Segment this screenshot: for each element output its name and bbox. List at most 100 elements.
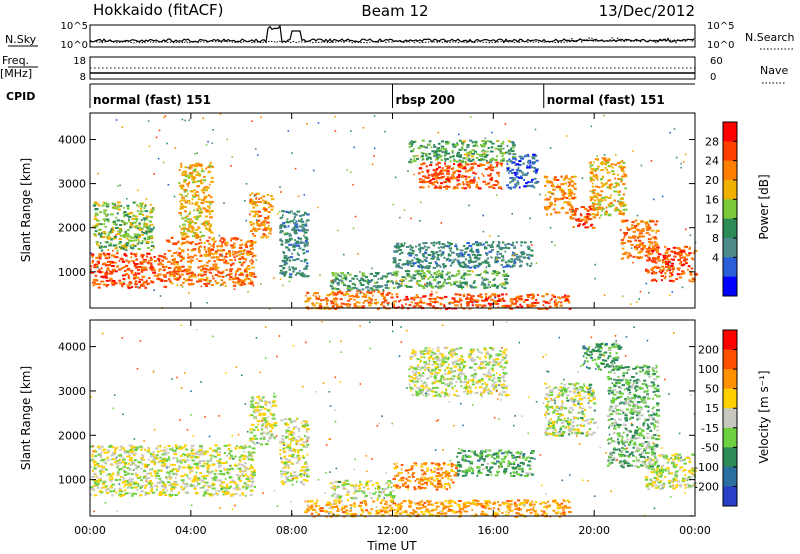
scatter-region: [455, 449, 535, 477]
scatter-region: [329, 479, 396, 500]
scatter-region: [606, 364, 661, 469]
colorbar-tick-label: -100: [694, 461, 719, 474]
power-panel-frame: [89, 112, 696, 309]
nsearch-label: N.Search: [745, 31, 795, 44]
x-tick-label: 08:00: [276, 524, 308, 537]
colorbar-tick-label: 200: [698, 344, 719, 357]
colorbar-tick-label: 4: [712, 251, 719, 264]
scatter-noise: [90, 321, 696, 518]
colorbar-swatch: [723, 349, 737, 370]
y-tick-label: 1000: [58, 474, 86, 487]
velocity-colorbar-label: Velocity [m s⁻¹]: [757, 370, 771, 463]
y-tick-label: 4000: [58, 341, 86, 354]
x-tick-label: 00:00: [679, 524, 711, 537]
nsky-tick-high: 10^5: [61, 21, 88, 32]
y-tick-label: 1000: [58, 266, 86, 279]
colorbar-swatch: [723, 199, 737, 220]
colorbar-tick-label: 12: [705, 213, 719, 226]
station-title: Hokkaido (fitACF): [93, 1, 224, 19]
power-heatmap: [90, 113, 698, 310]
date-title: 13/Dec/2012: [599, 2, 695, 20]
colorbar-swatch: [723, 276, 737, 297]
scatter-region: [329, 271, 395, 292]
cpid-segment-label: normal (fast) 151: [547, 93, 665, 107]
axes: 4000 3000 2000 1000 4000 3000 2000 1000 00:00 04:…: [58, 113, 711, 537]
colorbar-swatch: [723, 447, 737, 468]
freq-units: [MHz]: [0, 67, 32, 80]
colorbar-tick-label: 28: [705, 135, 719, 148]
colorbar-swatch: [723, 466, 737, 487]
colorbar-tick-label: 8: [712, 232, 719, 245]
scatter-region: [279, 417, 310, 486]
y-tick-label: 2000: [58, 429, 86, 442]
scatter-region: [644, 453, 697, 491]
colorbar-tick-label: 24: [705, 155, 719, 168]
y-axis-label-power: Slant Range [km]: [19, 158, 33, 262]
cpid-bar: normal (fast) 151 rbsp 200 normal (fast) 1…: [89, 83, 695, 108]
scatter-region: [165, 236, 257, 287]
colorbar-tick-label: 15: [705, 402, 719, 415]
colorbar-swatch: [723, 180, 737, 200]
scatter-region: [90, 444, 257, 498]
y-tick-label: 4000: [58, 133, 86, 146]
nsearch-tick-low: 10^0: [707, 40, 734, 51]
colorbar-swatch: [723, 218, 737, 239]
y-tick-label: 2000: [58, 222, 86, 235]
nsearch-trace: [89, 36, 695, 44]
freq-tick-low: 8: [80, 72, 86, 83]
y-tick-label: 3000: [58, 385, 86, 398]
colorbar-tick-label: 16: [705, 193, 719, 206]
colorbar-frame: [722, 329, 738, 507]
velocity-heatmap: [90, 321, 697, 518]
scatter-region: [408, 346, 510, 398]
x-tick-label: 20:00: [578, 524, 610, 537]
scatter-region: [543, 382, 597, 437]
scatter-noise: [90, 113, 697, 310]
y-axis-label-velocity: Slant Range [km]: [19, 366, 33, 470]
colorbar-swatch: [723, 160, 737, 181]
beam-title: Beam 12: [361, 2, 428, 20]
scatter-region: [408, 139, 517, 164]
scatter-region: [392, 241, 534, 270]
scatter-region: [393, 293, 572, 310]
x-tick-label: 16:00: [477, 524, 509, 537]
nsky-label: N.Sky: [5, 33, 37, 46]
colorbar-swatch: [723, 122, 737, 142]
colorbar-tick-label: 50: [705, 383, 719, 396]
nave-tick-low: 0: [710, 72, 716, 83]
colorbar-tick-label: -15: [701, 422, 719, 435]
colorbar-swatch: [723, 408, 737, 429]
scatter-region: [392, 269, 510, 290]
scatter-region: [249, 395, 278, 446]
y-tick-label: 3000: [58, 178, 86, 191]
freq-tick-high: 18: [73, 56, 86, 67]
colorbar-tick-label: 20: [705, 174, 719, 187]
colorbar-swatch: [723, 141, 737, 162]
cpid-segment-label: normal (fast) 151: [93, 93, 211, 107]
scatter-region: [90, 252, 168, 289]
nsky-trace: [89, 24, 695, 44]
x-tick-label: 12:00: [377, 524, 409, 537]
scatter-region: [418, 161, 503, 190]
colorbar-frame: [722, 121, 738, 297]
velocity-colorbar: 200 100 50 15 -15 -50 -100 -200: [694, 329, 738, 507]
scatter-region: [178, 161, 214, 239]
freq-label: Freq.: [2, 54, 29, 67]
scatter-region: [619, 219, 660, 260]
colorbar-swatch: [723, 330, 737, 351]
scatter-region: [543, 175, 577, 217]
x-axis-label: Time UT: [366, 539, 417, 553]
scatter-region: [506, 152, 540, 190]
colorbar-tick-label: -200: [694, 480, 719, 493]
scatter-region: [92, 201, 155, 252]
colorbar-swatch: [723, 257, 737, 278]
scatter-region: [249, 192, 275, 239]
nave-label: Nave: [760, 64, 788, 77]
colorbar-swatch: [723, 238, 737, 258]
scatter-region: [392, 462, 458, 491]
cpid-label: CPID: [6, 90, 35, 103]
nave-tick-high: 60: [710, 56, 723, 67]
power-colorbar-label: Power [dB]: [757, 174, 771, 239]
cpid-segment-label: rbsp 200: [396, 93, 455, 107]
